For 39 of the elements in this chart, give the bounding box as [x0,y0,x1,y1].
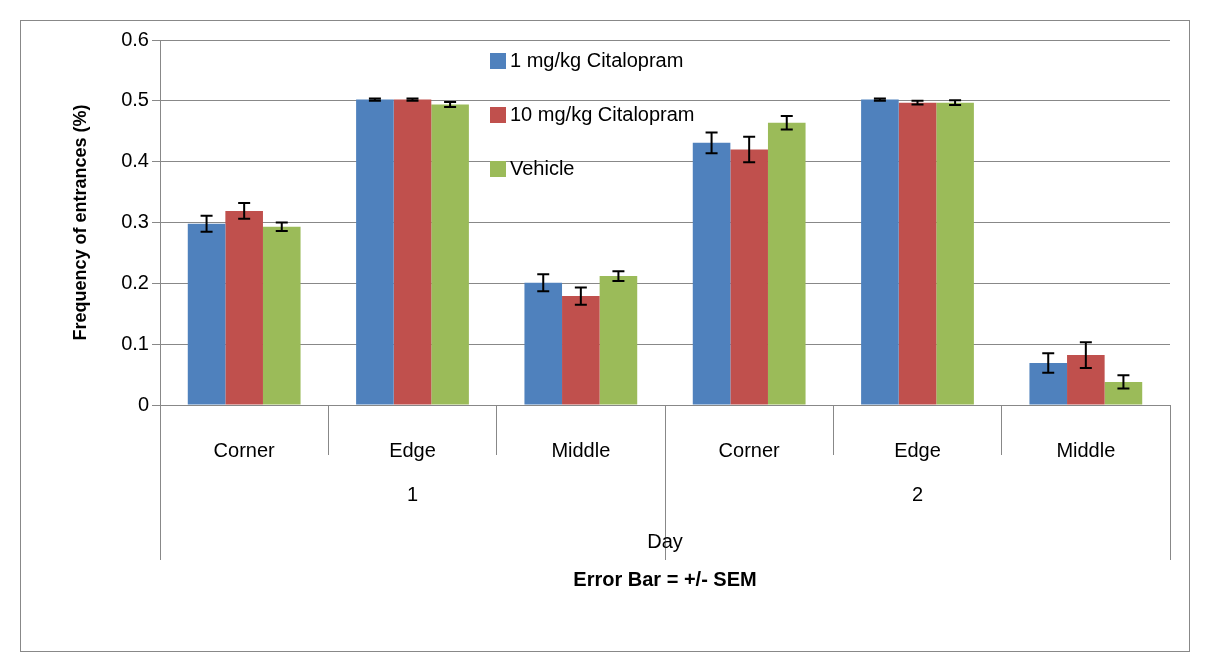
legend-label: Vehicle [510,156,575,179]
y-tick-label: 0.4 [121,149,149,172]
x-tick-label: Corner [213,438,276,461]
legend-label: 10 mg/kg Citalopram [510,102,695,125]
bar [767,122,806,405]
y-tick-label: 0.5 [121,88,149,111]
y-tick-label: 0.3 [121,210,149,233]
bar [356,99,394,405]
bar [692,142,731,405]
bar [861,99,899,405]
y-tick-label: 0.6 [121,27,149,50]
bar [1067,355,1105,405]
y-tick-label: 0 [137,392,149,415]
bar [1104,381,1143,405]
bar [431,104,469,405]
bar [1029,363,1068,405]
bar [730,149,768,405]
x-tick-label: Corner [718,438,781,461]
bar [393,99,432,405]
legend-label: 1 mg/kg Citalopram [510,48,684,71]
text: 1 [406,482,419,505]
bar [599,276,638,405]
bar [187,223,226,405]
y-tick-label: 0.1 [121,331,149,354]
bar [936,102,974,405]
y-tick-label: 0.2 [121,270,149,293]
x-tick-label: Edge [389,438,436,461]
bar [225,210,263,405]
text: Error Bar = +/- SEM [573,567,757,590]
bar [562,296,600,405]
x-tick-label: Edge [894,438,941,461]
bar [262,226,301,405]
text: 2 [911,482,924,505]
x-axis-title: Day [647,529,683,552]
bar [524,282,563,405]
x-tick-label: Middle [1056,438,1116,461]
y-axis-title: Frequency of entrances (%) [69,104,90,341]
bar [898,102,937,405]
x-tick-label: Middle [551,438,611,461]
